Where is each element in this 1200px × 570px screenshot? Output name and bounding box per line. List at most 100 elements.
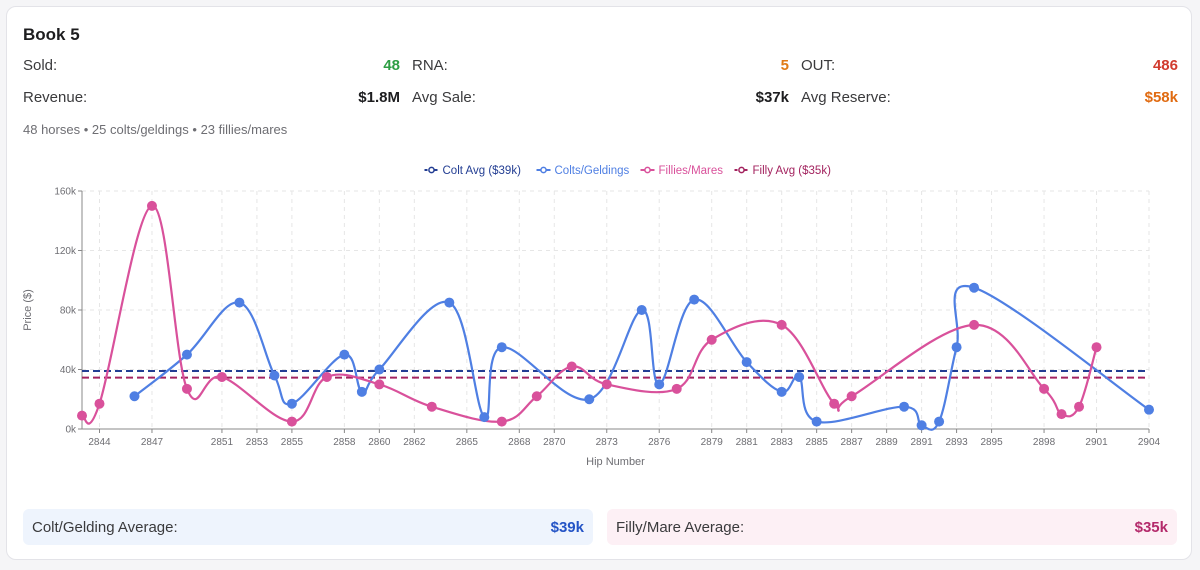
colts-geldings-point	[496, 342, 507, 353]
colts-geldings-point	[969, 282, 980, 293]
x-tick-label: 2870	[543, 437, 566, 448]
rna-value: 5	[780, 57, 789, 74]
legend-item: Filly Avg ($35k)	[734, 165, 831, 177]
fillies-mares-point	[1056, 409, 1067, 420]
colts-geldings-point	[181, 349, 192, 360]
filly-average-value: $35k	[1134, 519, 1168, 536]
x-tick-label: 2881	[736, 437, 759, 448]
y-tick-label: 160k	[54, 187, 77, 198]
x-tick-label: 2851	[211, 437, 234, 448]
y-axis-title: Price ($)	[22, 289, 34, 331]
colts-geldings-point	[654, 379, 665, 390]
colt-average-box: Colt/Gelding Average: $39k	[23, 509, 593, 545]
fillies-mares-point	[706, 334, 717, 345]
avg-sale-label: Avg Sale:	[412, 89, 476, 106]
fillies-mares-point	[1091, 342, 1102, 353]
sold-value: 48	[383, 57, 400, 74]
fillies-mares-point	[1039, 383, 1050, 394]
colts-geldings-point	[776, 386, 787, 397]
x-tick-label: 2844	[88, 437, 111, 448]
x-tick-label: 2885	[806, 437, 829, 448]
book-card: Book 5 Sold: 48 RNA: 5 OUT: 486 Revenue:…	[6, 6, 1192, 560]
x-tick-label: 2893	[945, 437, 968, 448]
legend-label: Fillies/Mares	[659, 165, 724, 177]
x-tick-label: 2862	[403, 437, 426, 448]
colts-geldings-point	[636, 305, 647, 315]
avg-reserve-label: Avg Reserve:	[801, 89, 891, 106]
avg-sale-value: $37k	[755, 89, 789, 106]
rna-label: RNA:	[412, 57, 448, 74]
fillies-mares-point	[601, 379, 612, 390]
colts-geldings-point	[444, 297, 455, 308]
fillies-mares-point	[374, 379, 385, 390]
x-tick-label: 2868	[508, 437, 531, 448]
colts-geldings-point	[479, 412, 490, 423]
y-tick-label: 40k	[60, 365, 77, 376]
book-title: Book 5	[23, 25, 80, 44]
out-value: 486	[1152, 57, 1178, 74]
fillies-mares-point	[969, 319, 980, 330]
fillies-mares-point	[146, 200, 157, 211]
x-tick-label: 2853	[246, 437, 269, 448]
fillies-mares-point	[829, 398, 840, 409]
stat-sold: Sold: 48	[23, 57, 400, 81]
x-tick-label: 2887	[841, 437, 864, 448]
x-tick-label: 2889	[875, 437, 898, 448]
fillies-mares-point	[216, 371, 227, 382]
fillies-mares-point	[94, 398, 105, 409]
x-tick-label: 2891	[910, 437, 933, 448]
colts-geldings-point	[374, 364, 385, 375]
fillies-mares-point	[77, 410, 87, 421]
summary-line: 48 horses • 25 colts/geldings • 23 filli…	[23, 122, 287, 137]
x-tick-label: 2873	[596, 437, 619, 448]
stat-avg-reserve: Avg Reserve: $58k	[801, 89, 1178, 113]
x-tick-label: 2847	[141, 437, 164, 448]
colts-geldings-point	[286, 398, 297, 409]
y-tick-label: 0k	[65, 425, 77, 436]
summary-separator: •	[192, 122, 197, 137]
price-chart: 0k 40k 80k 120k 160k 2844 2847 2851 2853 2855 2858…	[22, 165, 1161, 468]
summary-colts: 25 colts/geldings	[91, 122, 189, 137]
colts-geldings-point	[356, 386, 367, 397]
out-label: OUT:	[801, 57, 836, 74]
fillies-mares-point	[286, 416, 297, 427]
colts-geldings-point	[129, 391, 140, 402]
summary-separator: •	[83, 122, 89, 137]
x-tick-label: 2883	[771, 437, 794, 448]
fillies-mares-point	[321, 371, 332, 382]
stat-revenue: Revenue: $1.8M	[23, 89, 400, 113]
x-tick-label: 2855	[281, 437, 304, 448]
colts-geldings-point	[899, 401, 910, 412]
x-tick-label: 2895	[980, 437, 1003, 448]
revenue-label: Revenue:	[23, 89, 88, 106]
fillies-mares-point	[671, 383, 682, 394]
colts-geldings-point	[934, 416, 945, 427]
legend-item: Colt Avg ($39k)	[424, 165, 522, 177]
colts-geldings-point	[689, 294, 700, 305]
x-tick-label: 2901	[1085, 437, 1108, 448]
revenue-value: $1.8M	[358, 89, 400, 106]
colts-geldings-point	[951, 342, 962, 353]
legend-marker	[428, 166, 435, 174]
legend-label: Colts/Geldings	[555, 165, 630, 177]
colts-geldings-point	[916, 420, 927, 431]
legend-item: Fillies/Mares	[640, 165, 724, 177]
legend-label: Colt Avg ($39k)	[443, 165, 522, 177]
fillies-mares-point	[566, 361, 577, 372]
colts-geldings-point	[1144, 404, 1154, 415]
fillies-mares-point	[496, 416, 507, 427]
fillies-mares-point	[531, 391, 542, 402]
colts-geldings-point	[584, 394, 595, 405]
fillies-mares-point	[181, 383, 192, 394]
legend-marker	[738, 166, 745, 174]
filly-average-box: Filly/Mare Average: $35k	[607, 509, 1177, 545]
x-axis-title: Hip Number	[586, 456, 645, 468]
colts-geldings-point	[741, 357, 752, 368]
x-tick-label: 2904	[1138, 437, 1161, 448]
colts-geldings-point	[794, 371, 805, 382]
x-tick-label: 2898	[1033, 437, 1056, 448]
y-tick-label: 80k	[60, 306, 77, 317]
x-tick-label: 2865	[456, 437, 479, 448]
legend-marker	[644, 166, 651, 174]
legend-item: Colts/Geldings	[536, 165, 630, 177]
